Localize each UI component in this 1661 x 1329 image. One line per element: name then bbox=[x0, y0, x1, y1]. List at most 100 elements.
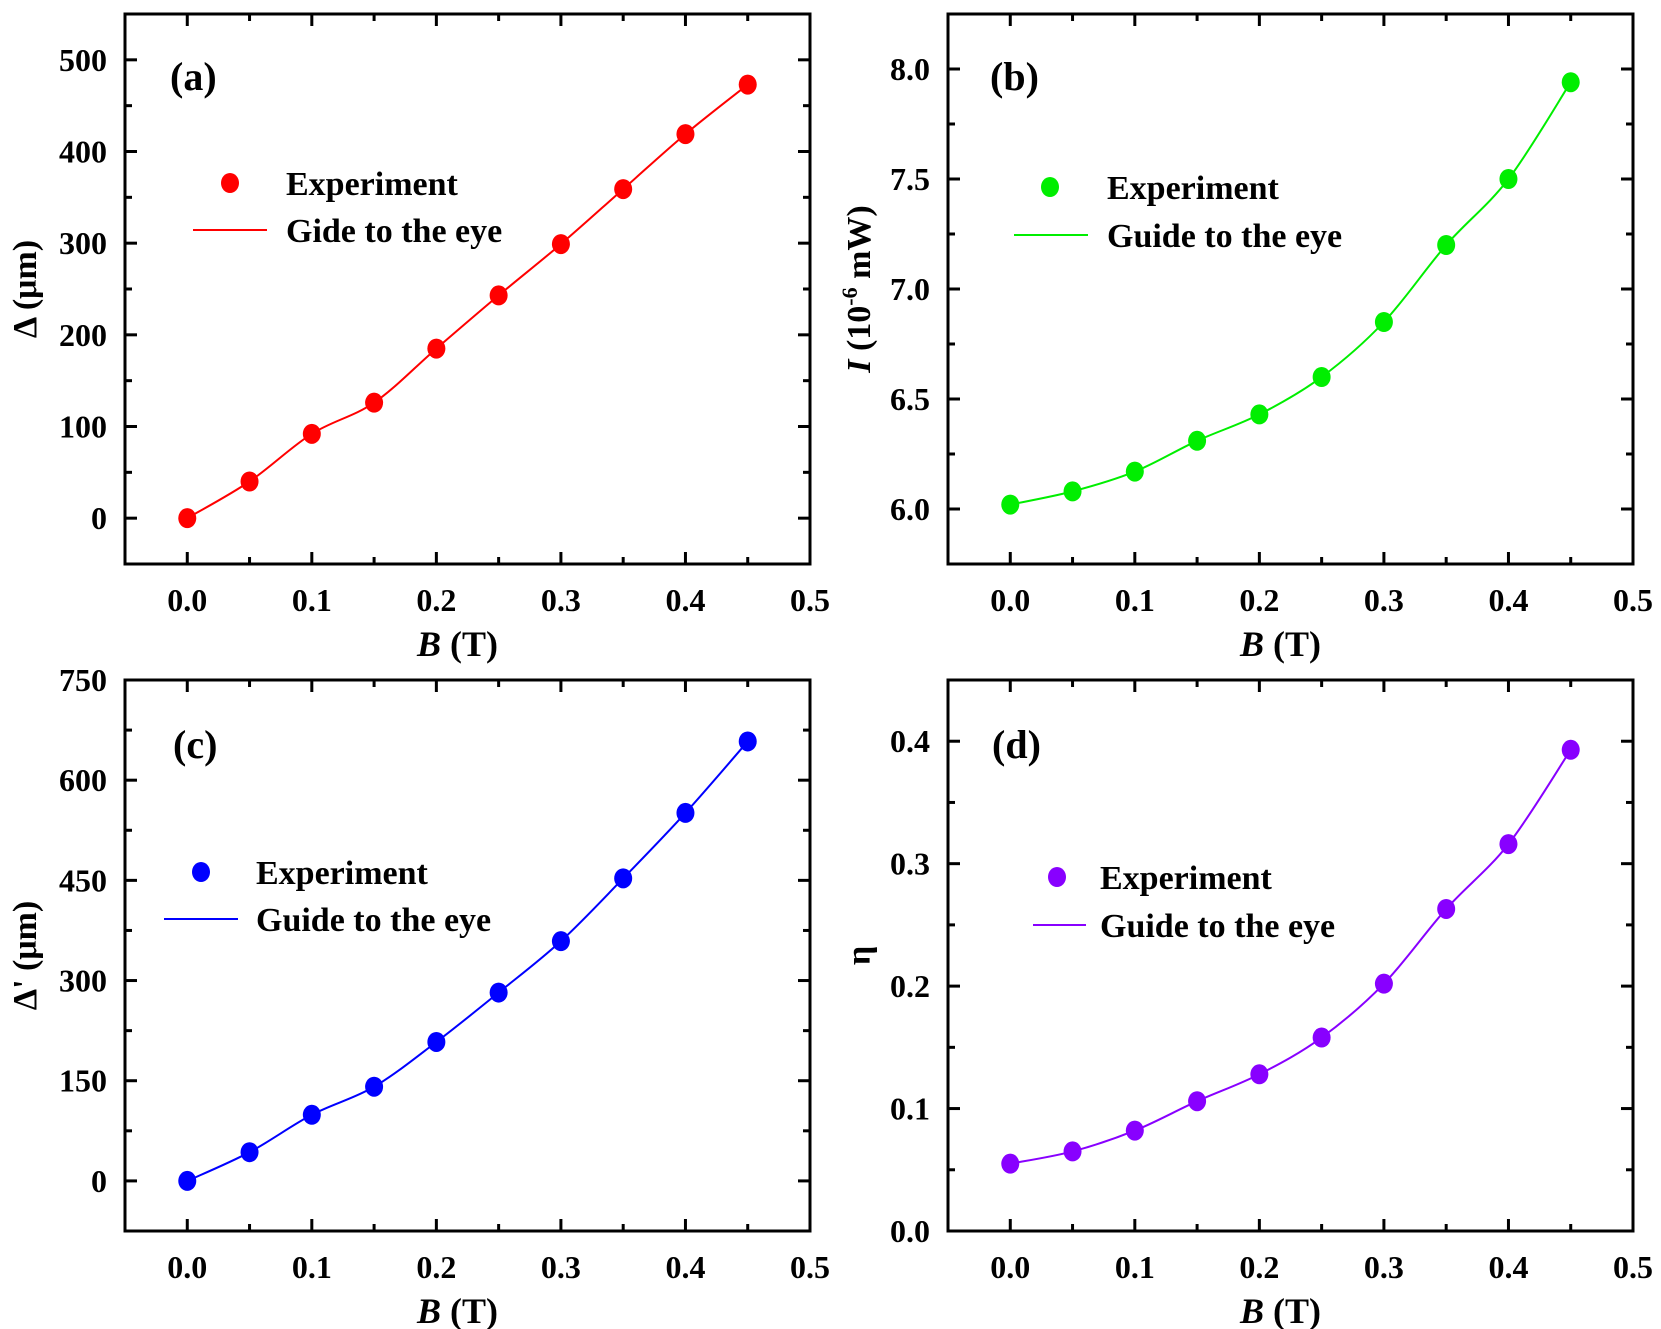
y-tick-label: 200 bbox=[59, 317, 107, 353]
x-axis-label-symbol: B bbox=[416, 624, 441, 664]
legend-label-experiment: Experiment bbox=[1100, 860, 1273, 897]
panel-a: 0.0 0.1 0.2 0.3 0.4 0.5 0 100 200 300 400 500 B (T) Δ… bbox=[7, 12, 830, 664]
x-tick-label: 0.3 bbox=[1364, 582, 1404, 618]
x-tick-label: 0.2 bbox=[416, 582, 456, 618]
y-axis-label-text: (10 bbox=[841, 306, 878, 360]
x-tick-label: 0.2 bbox=[1239, 1249, 1279, 1285]
x-tick-label: 0.4 bbox=[1488, 582, 1528, 618]
y-tick-label: 0.1 bbox=[890, 1091, 930, 1127]
data-point bbox=[302, 423, 321, 444]
data-point bbox=[1001, 1153, 1020, 1174]
y-tick-label: 300 bbox=[59, 963, 107, 999]
x-tick-label: 0.1 bbox=[292, 1249, 332, 1285]
x-tick-label: 0.0 bbox=[990, 1249, 1030, 1285]
legend: Experiment Guide to the eye bbox=[164, 855, 491, 939]
x-tick-label: 0.5 bbox=[1613, 1249, 1653, 1285]
data-point bbox=[1250, 1064, 1269, 1085]
data-point bbox=[1063, 481, 1082, 502]
guide-curve bbox=[186, 740, 749, 1182]
legend: Experiment Guide to the eye bbox=[1033, 860, 1335, 945]
x-axis-label-unit: (T) bbox=[441, 624, 498, 664]
data-point bbox=[1561, 72, 1580, 93]
data-point bbox=[1499, 169, 1518, 189]
x-tick-label: 0.4 bbox=[665, 582, 705, 618]
y-tick-label: 7.5 bbox=[890, 161, 930, 197]
x-tick-label: 0.2 bbox=[1239, 582, 1279, 618]
y-tick-label: 600 bbox=[59, 762, 107, 798]
data-point bbox=[1063, 1141, 1082, 1162]
x-tick-label: 0.5 bbox=[790, 1249, 830, 1285]
x-tick-label: 0.0 bbox=[167, 1249, 207, 1285]
y-tick-label: 400 bbox=[59, 134, 107, 170]
data-point bbox=[551, 234, 570, 255]
y-tick-label: 0.2 bbox=[890, 968, 930, 1004]
plot-frame bbox=[123, 678, 812, 1233]
y-axis-label-text: η bbox=[841, 946, 878, 965]
data-point bbox=[1312, 367, 1331, 387]
x-axis-label: B (T) bbox=[1239, 1291, 1321, 1329]
y-axis-label-unit: mW) bbox=[841, 205, 878, 287]
y-tick-label: 100 bbox=[59, 409, 107, 445]
data-point bbox=[1561, 739, 1580, 760]
data-point bbox=[1125, 1120, 1144, 1141]
data-point bbox=[1001, 494, 1020, 515]
data-point bbox=[1125, 461, 1144, 482]
plot-frame bbox=[123, 12, 812, 566]
x-tick-label: 0.4 bbox=[1488, 1249, 1528, 1285]
y-axis-label: Δ (μm) bbox=[7, 240, 44, 338]
data-point bbox=[614, 868, 633, 889]
x-tick-label: 0.4 bbox=[665, 1249, 705, 1285]
y-tick-label: 0.4 bbox=[890, 723, 930, 759]
panel-b: 0.0 0.1 0.2 0.3 0.4 0.5 6.0 6.5 7.0 7.5 8.0 B (T) I … bbox=[837, 12, 1653, 664]
y-axis-label: η bbox=[841, 946, 878, 965]
data-point bbox=[614, 179, 633, 200]
legend-marker bbox=[221, 173, 239, 193]
y-axis-label-exponent: -6 bbox=[837, 287, 862, 305]
y-axis-label: I (10-6 mW) bbox=[837, 205, 878, 374]
legend-marker bbox=[1041, 177, 1059, 197]
data-point bbox=[365, 1076, 384, 1097]
y-tick-label: 150 bbox=[59, 1063, 107, 1099]
x-axis-label-unit: (T) bbox=[1264, 1291, 1321, 1329]
panel-label: (a) bbox=[170, 54, 217, 99]
legend-marker bbox=[1048, 867, 1066, 887]
data-point bbox=[1374, 312, 1393, 332]
data-point bbox=[676, 802, 695, 823]
data-point bbox=[676, 124, 695, 145]
x-tick-label: 0.2 bbox=[416, 1249, 456, 1285]
x-tick-label: 0.1 bbox=[1115, 582, 1155, 618]
x-axis-label-symbol: B bbox=[1239, 624, 1264, 664]
x-axis-label: B (T) bbox=[1239, 624, 1321, 664]
legend: Experiment Guide to the eye bbox=[1014, 170, 1342, 255]
x-tick-label: 0.0 bbox=[167, 582, 207, 618]
data-point bbox=[240, 1142, 259, 1163]
x-axis-label: B (T) bbox=[416, 1291, 498, 1329]
plot-frame bbox=[946, 12, 1635, 566]
y-tick-label: 300 bbox=[59, 225, 107, 261]
data-point bbox=[178, 1170, 197, 1191]
legend-label-experiment: Experiment bbox=[286, 166, 459, 203]
data-point bbox=[178, 508, 197, 529]
y-tick-label: 750 bbox=[59, 662, 107, 698]
x-axis-label-unit: (T) bbox=[1264, 624, 1321, 664]
data-point bbox=[551, 931, 570, 952]
y-tick-label: 0 bbox=[91, 500, 107, 536]
data-point bbox=[738, 731, 757, 752]
data-point bbox=[1437, 898, 1456, 919]
data-point bbox=[427, 338, 446, 359]
legend-label-guide: Guide to the eye bbox=[1100, 908, 1335, 945]
x-axis-label: B (T) bbox=[416, 624, 498, 664]
panel-label: (d) bbox=[992, 722, 1041, 767]
data-point bbox=[1188, 1091, 1207, 1112]
y-tick-label: 0.0 bbox=[890, 1213, 930, 1249]
data-point bbox=[365, 392, 384, 413]
panel-label: (c) bbox=[173, 722, 217, 767]
legend-label-guide: Guide to the eye bbox=[1107, 218, 1342, 255]
panel-c: 0.0 0.1 0.2 0.3 0.4 0.5 0 150 300 450 600 750 B (T) Δ… bbox=[7, 662, 830, 1329]
data-point bbox=[302, 1104, 321, 1125]
y-axis-label-text: Δ (μm) bbox=[7, 240, 44, 338]
x-tick-label: 0.3 bbox=[541, 1249, 581, 1285]
data-point bbox=[489, 285, 508, 306]
x-axis-label-symbol: B bbox=[416, 1291, 441, 1329]
x-tick-label: 0.0 bbox=[990, 582, 1030, 618]
